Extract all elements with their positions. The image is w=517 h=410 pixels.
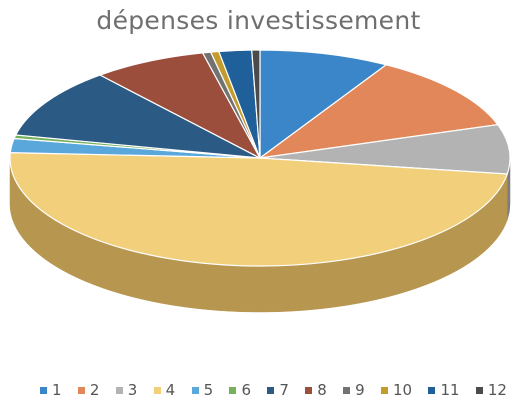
legend-item-3: 3 [115,381,138,399]
legend-swatch [267,386,275,394]
legend-label: 1 [52,381,62,399]
pie-chart [9,49,511,313]
legend-item-6: 6 [229,381,251,399]
legend-item-1: 1 [40,381,62,399]
legend-swatch [153,386,161,394]
chart-title: dépenses investissement [96,6,421,35]
legend-item-7: 7 [267,381,289,399]
pie-slice-1 [259,49,388,160]
legend-item-2: 2 [77,381,100,399]
legend-swatch [191,386,199,394]
legend-item-12: 12 [475,381,507,399]
legend-label: 2 [89,381,100,399]
legend-label: 6 [241,381,251,399]
legend-label: 8 [317,381,327,399]
legend-item-8: 8 [305,381,327,399]
legend-item-10: 10 [381,381,412,399]
legend-swatch [229,386,237,394]
legend-label: 9 [355,381,365,399]
legend-swatch [475,386,483,394]
legend-swatch [305,386,313,394]
legend-label: 3 [127,381,138,399]
legend-label: 10 [393,381,413,399]
pie-slice-7 [14,74,261,159]
legend-swatch [381,386,389,394]
legend-swatch [343,386,351,394]
chart-legend: 1 2 3 4 5 6 7 8 9 10 11 12 [40,378,507,402]
legend-item-9: 9 [343,381,365,399]
legend-item-11: 11 [428,381,460,399]
legend-swatch [428,386,436,394]
legend-swatch [77,386,85,394]
pie-slice-12 [251,49,261,159]
legend-label: 12 [487,381,507,399]
legend-label: 4 [165,381,176,399]
legend-label: 11 [440,381,460,399]
pie-slice-8 [98,52,262,160]
legend-label: 7 [279,381,289,399]
pie-slice-4 [9,152,509,267]
legend-swatch [115,386,123,394]
legend-label: 5 [203,381,214,399]
legend-item-4: 4 [153,381,176,399]
legend-swatch [40,386,47,394]
pie-tops [9,49,511,267]
legend-item-5: 5 [191,381,214,399]
pie-slice-2 [259,64,499,159]
